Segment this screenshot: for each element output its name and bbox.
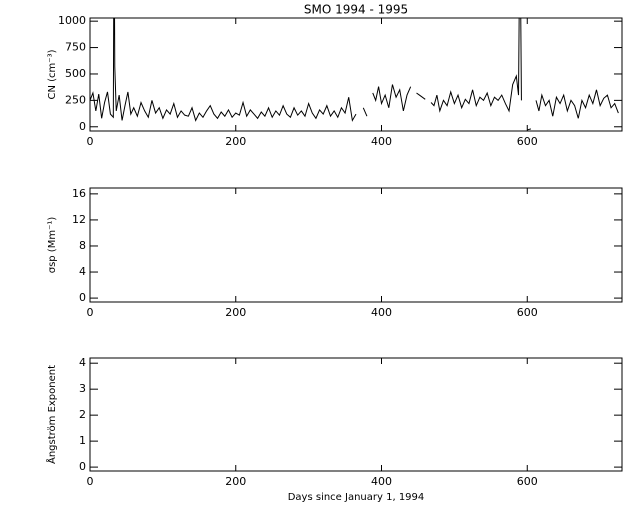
x-tick-label: 400: [371, 135, 392, 148]
x-tick-label: 400: [371, 306, 392, 319]
x-tick-label: 600: [517, 135, 538, 148]
plot-frame: [89, 357, 623, 472]
x-axis-label: Days since January 1, 1994: [288, 492, 425, 503]
plot-frame: [89, 187, 623, 303]
y-tick-label: 4: [79, 265, 86, 278]
y-axis-label: σsp (Mm⁻¹): [47, 217, 58, 274]
y-tick-label: 1: [79, 434, 86, 447]
x-tick-label: 200: [225, 306, 246, 319]
y-axis-label: CN (cm⁻³): [47, 49, 58, 99]
y-axis-label: Ångström Exponent: [45, 365, 58, 464]
y-tick-label: 1000: [58, 14, 86, 27]
y-tick-label: 12: [72, 213, 86, 226]
chart-title: SMO 1994 - 1995: [304, 3, 408, 17]
y-tick-label: 500: [65, 67, 86, 80]
y-tick-label: 0: [79, 460, 86, 473]
data-line: [90, 18, 619, 131]
x-tick-label: 200: [225, 475, 246, 488]
y-tick-label: 16: [72, 187, 86, 200]
x-tick-label: 600: [517, 475, 538, 488]
y-tick-label: 3: [79, 382, 86, 395]
x-tick-label: 0: [87, 306, 94, 319]
y-tick-label: 250: [65, 93, 86, 106]
y-tick-label: 750: [65, 41, 86, 54]
y-tick-label: 2: [79, 408, 86, 421]
y-tick-label: 8: [79, 239, 86, 252]
y-tick-label: 4: [79, 356, 86, 369]
y-tick-label: 0: [79, 120, 86, 133]
plot-frame: [89, 17, 623, 132]
x-tick-label: 200: [225, 135, 246, 148]
x-tick-label: 0: [87, 475, 94, 488]
x-tick-label: 600: [517, 306, 538, 319]
x-tick-label: 0: [87, 135, 94, 148]
x-tick-label: 400: [371, 475, 392, 488]
y-tick-label: 0: [79, 291, 86, 304]
